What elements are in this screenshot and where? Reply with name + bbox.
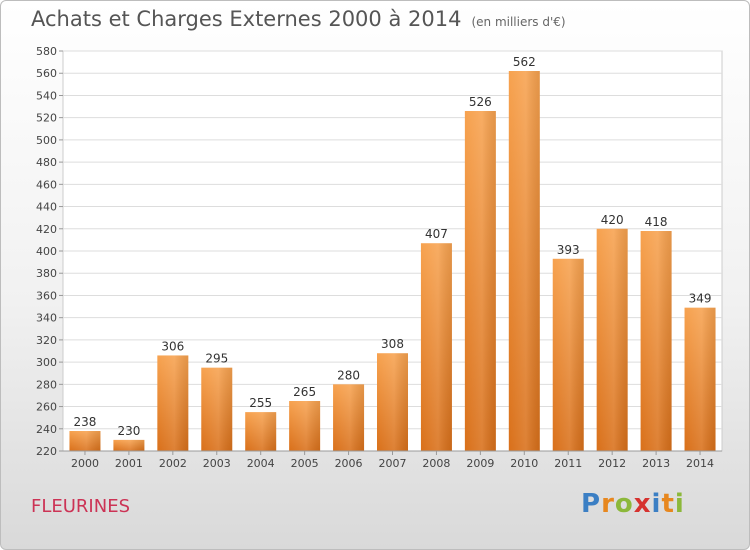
x-tick-label: 2002 <box>159 457 187 470</box>
y-tick-label: 360 <box>36 289 57 302</box>
y-tick-label: 560 <box>36 67 57 80</box>
bars: 238 230 306 295 255 265 280 308 407 526 562 393 420 4… <box>69 55 716 451</box>
logo-letter: r <box>601 489 615 519</box>
x-tick-label: 2014 <box>686 457 714 470</box>
bar-shade <box>377 353 408 451</box>
x-tick-label: 2010 <box>510 457 538 470</box>
logo-letter: P <box>581 489 602 519</box>
bar-shade <box>508 71 540 451</box>
bar-value-label: 280 <box>337 368 360 382</box>
logo-letter: i <box>651 489 662 519</box>
bar-value-label: 308 <box>381 337 404 351</box>
bar-shade <box>552 258 584 451</box>
x-tick-label: 2001 <box>115 457 143 470</box>
y-tick-label: 340 <box>36 312 57 325</box>
y-tick-label: 500 <box>36 134 57 147</box>
chart-title: Achats et Charges Externes 2000 à 2014 (e… <box>31 7 566 31</box>
logo-letter: t <box>661 489 675 519</box>
y-axis: 220 240 260 280 300 320 340 360 380 400 420 440 460 4… <box>36 45 63 458</box>
y-tick-label: 380 <box>36 267 57 280</box>
x-tick-label: 2009 <box>466 457 494 470</box>
x-tick-label: 2005 <box>291 457 319 470</box>
bar-value-label: 230 <box>117 424 140 438</box>
bar-shade <box>289 401 321 451</box>
bar-value-label: 306 <box>161 339 184 353</box>
logo-letter: x <box>633 489 652 519</box>
y-tick-label: 300 <box>36 356 57 369</box>
logo-letter: i <box>674 489 685 519</box>
y-tick-label: 520 <box>36 112 57 125</box>
bar-value-label: 255 <box>249 396 272 410</box>
bar-value-label: 407 <box>425 227 448 241</box>
y-tick-label: 280 <box>36 378 57 391</box>
x-tick-label: 2006 <box>335 457 363 470</box>
y-tick-label: 440 <box>36 201 57 214</box>
bar-value-label: 562 <box>513 55 536 69</box>
bar-shade <box>596 228 628 451</box>
bar-value-label: 349 <box>689 292 712 306</box>
bar-value-label: 420 <box>601 213 624 227</box>
bar-value-label: 393 <box>557 243 580 257</box>
y-tick-label: 400 <box>36 245 57 258</box>
y-tick-label: 220 <box>36 445 57 458</box>
x-tick-label: 2007 <box>379 457 407 470</box>
bar-shade <box>640 231 672 451</box>
logo-letter: o <box>614 489 634 519</box>
bar-shade <box>684 307 716 451</box>
place-name: FLEURINES <box>31 496 131 517</box>
x-tick-label: 2008 <box>422 457 450 470</box>
x-tick-label: 2013 <box>642 457 670 470</box>
bar-value-label: 295 <box>205 352 228 366</box>
bar-shade <box>464 111 496 451</box>
unit-label: (en milliers d'€) <box>471 15 566 29</box>
x-tick-label: 2000 <box>71 457 99 470</box>
y-tick-label: 540 <box>36 89 57 102</box>
bar-value-label: 526 <box>469 95 492 109</box>
bar-value-label: 238 <box>74 415 97 429</box>
y-tick-label: 480 <box>36 156 57 169</box>
y-tick-label: 260 <box>36 401 57 414</box>
y-tick-label: 580 <box>36 45 57 58</box>
title-text: Achats et Charges Externes 2000 à 2014 <box>31 7 462 31</box>
x-tick-label: 2011 <box>554 457 582 470</box>
bar-shade <box>113 439 145 451</box>
y-tick-label: 320 <box>36 334 57 347</box>
bar-shade <box>201 367 233 451</box>
x-tick-label: 2003 <box>203 457 231 470</box>
x-tick-label: 2004 <box>247 457 275 470</box>
x-tick-label: 2012 <box>598 457 626 470</box>
y-tick-label: 240 <box>36 423 57 436</box>
bar-shade <box>245 412 277 451</box>
bar-value-label: 265 <box>293 385 316 399</box>
bar-value-label: 418 <box>645 215 668 229</box>
proxiti-logo[interactable]: Proxiti <box>581 489 685 519</box>
bar-shade <box>420 243 452 451</box>
y-tick-label: 460 <box>36 178 57 191</box>
bar-shade <box>69 431 101 451</box>
y-tick-label: 420 <box>36 223 57 236</box>
bar-shade <box>333 384 365 451</box>
bar-shade <box>157 355 189 451</box>
x-axis: 2000 2001 2002 2003 2004 2005 2006 2007 2008 2009… <box>63 450 722 470</box>
